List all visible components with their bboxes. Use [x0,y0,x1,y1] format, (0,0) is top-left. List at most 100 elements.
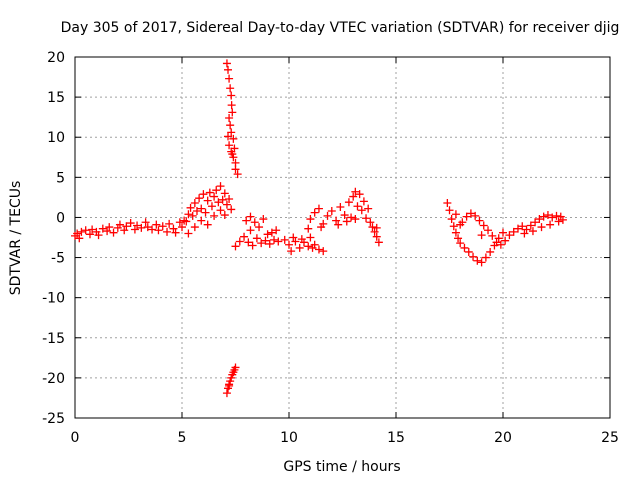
data-point [212,186,221,195]
data-point [287,247,296,256]
data-point [229,134,238,143]
data-point [259,215,268,224]
data-point [304,224,313,233]
data-point [473,256,482,265]
data-point [98,224,107,233]
data-point [246,226,255,235]
data-point [535,215,544,224]
data-point [306,215,315,224]
data-point [152,220,161,229]
data-point [184,229,193,238]
data-point [141,218,150,227]
data-point [456,239,465,248]
y-tick-label: 15 [47,90,65,106]
data-point [368,223,377,232]
data-point [224,132,233,141]
x-axis-label: GPS time / hours [283,459,400,475]
data-point [319,247,328,256]
data-point [184,210,193,219]
y-tick-label: -5 [51,251,65,267]
data-point [310,208,319,217]
data-point [105,223,114,232]
data-point [88,225,97,234]
data-point [218,195,227,204]
data-point [505,231,514,240]
data-point [466,209,475,218]
data-point [351,215,360,224]
y-axis-label: SDTVAR / TECUs [8,181,24,296]
grid-lines [75,57,610,418]
data-point [85,230,94,239]
data-point [492,238,501,247]
data-point [351,187,360,196]
data-point [526,221,535,230]
data-point [81,226,90,235]
y-tick-label: -10 [42,291,65,307]
data-point [190,223,199,232]
data-point [109,228,118,237]
data-point [447,215,456,224]
data-point [539,212,548,221]
data-point [73,229,82,238]
data-point [240,232,249,241]
data-point [227,91,236,100]
data-point [230,144,239,153]
data-point [190,199,199,208]
data-point [233,170,242,179]
data-point [342,217,351,226]
y-tick-label: 10 [47,130,65,146]
data-point [120,226,129,235]
data-point [103,227,112,236]
data-point [165,219,174,228]
data-point [353,202,362,211]
data-point [528,227,537,236]
data-point [464,247,473,256]
data-point [133,221,142,230]
y-tick-label: -15 [42,331,65,347]
y-tick-label: 5 [56,170,65,186]
data-point [486,247,495,256]
data-point [228,150,237,159]
data-point [552,211,561,220]
data-point [291,237,300,246]
data-point [477,258,486,267]
data-point [197,204,206,213]
data-point [130,225,139,234]
data-point [199,190,208,199]
data-point [244,238,253,247]
data-point [235,237,244,246]
data-point [481,253,490,262]
data-point [250,218,259,227]
data-point [178,223,186,232]
data-point [75,234,84,243]
data-point [462,212,471,221]
data-point [513,224,522,233]
data-point [558,215,567,224]
data-point [509,227,518,236]
data-point [314,245,323,254]
data-point [548,213,557,222]
data-point [197,216,206,225]
data-point [261,236,270,245]
data-point [349,192,358,201]
data-point [274,237,283,246]
data-point [248,241,257,250]
data-point [501,236,510,245]
data-point [469,252,478,261]
data-point [314,204,323,213]
data-point [225,113,234,122]
data-point [227,101,236,110]
x-tick-label: 25 [601,430,619,446]
data-point [188,211,197,220]
data-point [222,59,231,68]
data-point [203,196,212,205]
data-point [366,218,375,227]
data-point [323,211,332,220]
data-point [242,216,251,225]
data-point [226,121,235,130]
data-point [451,228,460,237]
data-point [484,226,493,235]
data-point [272,226,281,235]
data-point [537,223,546,232]
